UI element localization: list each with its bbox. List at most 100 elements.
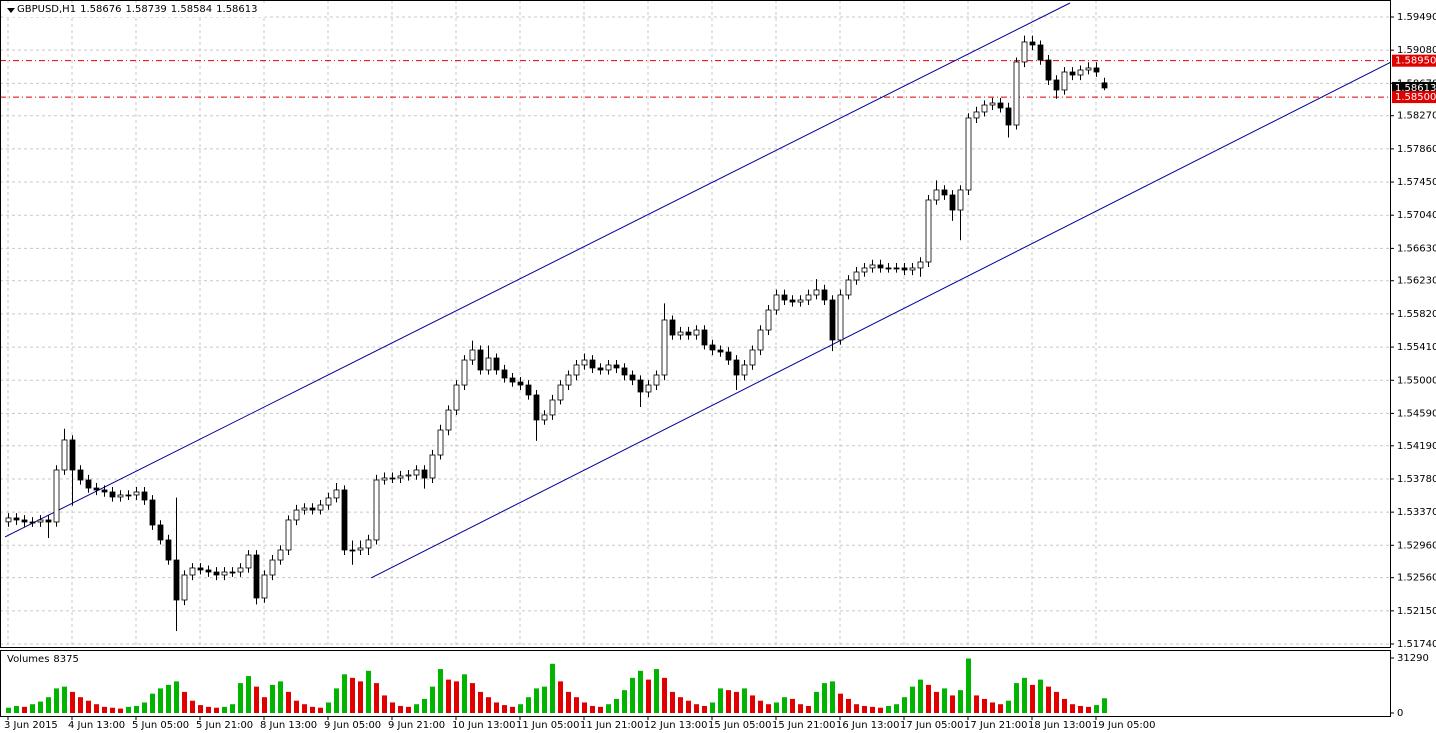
volume-bar [1054,691,1059,713]
volume-bar [390,702,395,713]
volume-bar [1038,679,1043,713]
candle-body [245,554,252,569]
volume-bar [918,679,923,713]
candle-body [261,574,268,599]
candle-body [533,394,540,421]
candle-body [757,329,764,351]
candle-body [597,367,604,371]
volume-bar [710,702,715,713]
y-tick-label: 1.54590 [1397,408,1436,419]
y-tick-label: 1.57040 [1397,210,1436,221]
candle-body [1029,41,1036,46]
y-tick-label: 1.56630 [1397,243,1436,254]
y-tick-label: 1.55410 [1397,342,1436,353]
candle-body [1085,67,1092,71]
volume-bar [542,686,547,713]
volume-bar [294,700,299,713]
volume-bar [518,704,523,713]
volume-bar [638,670,643,713]
x-tick-label: 3 Jun 2015 [4,720,58,731]
candle-body [181,574,188,601]
volume-bar [862,705,867,713]
volume-bar [230,704,235,713]
x-tick-label: 5 Jun 21:00 [196,720,253,731]
volume-bar [1022,677,1027,713]
volume-bar [878,707,883,713]
x-tick-label: 5 Jun 05:00 [132,720,189,731]
volume-bar [46,697,51,713]
volume-bar [678,697,683,713]
volume-bar [302,704,307,713]
volume-bar [790,698,795,713]
candle-body [645,384,652,393]
candle-body [949,194,956,211]
x-tick-label: 17 Jun 21:00 [964,720,1028,731]
volume-bar [630,677,635,713]
candle-body [365,539,372,549]
volume-bar [614,698,619,713]
volume-bar [974,695,979,713]
candle-body [653,374,660,386]
volume-bar [958,690,963,713]
candle-body [5,517,12,523]
candle-body [901,267,908,271]
candle-body [213,571,220,576]
candle-body [981,104,988,113]
candle-body [485,357,492,371]
volume-bar [830,681,835,713]
candle-body [317,504,324,511]
volume-bar [910,686,915,713]
volume-bar [894,704,899,713]
candle-body [693,329,700,336]
volume-bar [766,704,771,713]
volume-bar [470,683,475,713]
y-tick-label: 1.57450 [1397,177,1436,188]
volume-bar [686,700,691,713]
volume-bar [886,705,891,713]
candle-body [813,289,820,296]
menu-triangle[interactable] [7,8,15,13]
volume-bar [1086,706,1091,713]
candle-body [621,367,628,376]
last-high: 1.58739 [125,4,167,15]
volume-bar [838,693,843,713]
x-tick-label: 19 Jun 05:00 [1092,720,1156,731]
volume-bar [446,679,451,713]
trend-line [370,61,1391,579]
volume-bar [126,706,131,713]
volume-bar [550,663,555,713]
candle-body [861,267,868,273]
current-price-label: 1.58613 [1395,83,1436,94]
volume-bar [358,681,363,713]
y-tick-label: 1.53370 [1397,507,1436,518]
volume-bar [814,691,819,713]
candle-body [709,344,716,351]
volume-bar [526,697,531,713]
candle-body [101,489,108,493]
candle-body [221,571,228,576]
volume-bar [534,688,539,713]
volume-bar [902,697,907,713]
candle-body [677,331,684,336]
y-tick-label: 1.52560 [1397,573,1436,584]
plot-frame [0,0,1391,648]
candle-body [965,117,972,191]
volume-bar [598,706,603,713]
candle-body [1021,41,1028,63]
volume-bar [950,695,955,713]
volume-bar [430,686,435,713]
plot [0,2,1391,632]
candle-body [789,299,796,303]
volume-bar [590,705,595,713]
candle-body [1101,82,1108,89]
y-tick-label: 1.59080 [1397,45,1436,56]
volume-bar [454,681,459,713]
x-tick-label: 8 Jun 13:00 [260,720,317,731]
volume-bar [990,702,995,713]
candle-body [805,294,812,301]
candle-body [53,469,60,523]
volume-bar [870,706,875,713]
candle-body [453,384,460,411]
candle-body [581,359,588,366]
level-price-label: 1.58950 [1395,56,1436,67]
